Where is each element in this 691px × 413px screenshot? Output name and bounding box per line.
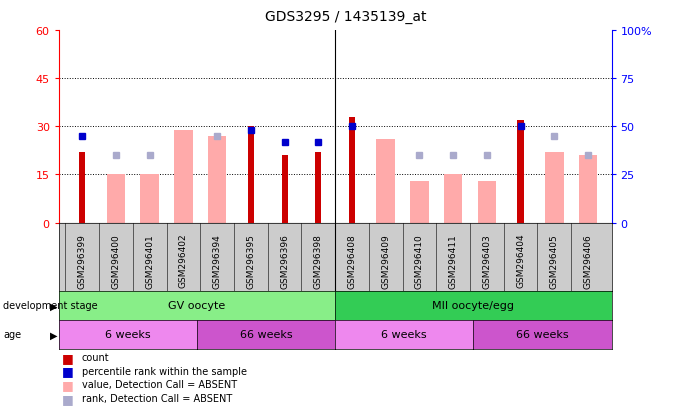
Text: rank, Detection Call = ABSENT: rank, Detection Call = ABSENT bbox=[82, 393, 231, 403]
Text: 66 weeks: 66 weeks bbox=[240, 330, 292, 339]
Text: GSM296394: GSM296394 bbox=[213, 233, 222, 288]
Text: GSM296406: GSM296406 bbox=[583, 233, 592, 288]
Text: percentile rank within the sample: percentile rank within the sample bbox=[82, 366, 247, 376]
Text: ■: ■ bbox=[62, 392, 74, 405]
Bar bbox=[281, 156, 287, 223]
Bar bbox=[377, 140, 395, 223]
Text: GSM296403: GSM296403 bbox=[482, 233, 491, 288]
Text: ▶: ▶ bbox=[50, 301, 57, 311]
Text: ■: ■ bbox=[62, 351, 74, 364]
Text: GSM296410: GSM296410 bbox=[415, 233, 424, 288]
Bar bbox=[545, 152, 563, 223]
Text: ▶: ▶ bbox=[50, 330, 57, 339]
Text: GSM296395: GSM296395 bbox=[247, 233, 256, 288]
Text: 6 weeks: 6 weeks bbox=[381, 330, 427, 339]
Text: ■: ■ bbox=[62, 378, 74, 391]
Text: MII oocyte/egg: MII oocyte/egg bbox=[433, 301, 514, 311]
Bar bbox=[349, 117, 355, 223]
Text: GSM296396: GSM296396 bbox=[280, 233, 289, 288]
Bar bbox=[140, 175, 159, 223]
Bar bbox=[477, 181, 496, 223]
Bar bbox=[208, 137, 227, 223]
Text: GSM296405: GSM296405 bbox=[550, 233, 559, 288]
Text: value, Detection Call = ABSENT: value, Detection Call = ABSENT bbox=[82, 380, 236, 389]
Bar bbox=[578, 156, 597, 223]
Text: GV oocyte: GV oocyte bbox=[169, 301, 225, 311]
Text: GSM296400: GSM296400 bbox=[111, 233, 120, 288]
Bar bbox=[248, 127, 254, 223]
Bar bbox=[410, 181, 428, 223]
Text: count: count bbox=[82, 352, 109, 362]
Text: GSM296398: GSM296398 bbox=[314, 233, 323, 288]
Bar bbox=[79, 152, 86, 223]
Text: GSM296404: GSM296404 bbox=[516, 233, 525, 288]
Bar bbox=[444, 175, 462, 223]
Bar bbox=[174, 130, 193, 223]
Bar bbox=[315, 152, 321, 223]
Text: GDS3295 / 1435139_at: GDS3295 / 1435139_at bbox=[265, 10, 426, 24]
Text: GSM296399: GSM296399 bbox=[78, 233, 87, 288]
Text: GSM296402: GSM296402 bbox=[179, 233, 188, 288]
Text: GSM296409: GSM296409 bbox=[381, 233, 390, 288]
Text: ■: ■ bbox=[62, 364, 74, 377]
Bar bbox=[107, 175, 125, 223]
Text: 6 weeks: 6 weeks bbox=[105, 330, 151, 339]
Text: GSM296411: GSM296411 bbox=[448, 233, 457, 288]
Text: development stage: development stage bbox=[3, 301, 98, 311]
Text: age: age bbox=[3, 330, 21, 339]
Text: GSM296401: GSM296401 bbox=[145, 233, 154, 288]
Bar bbox=[518, 121, 524, 223]
Text: GSM296408: GSM296408 bbox=[348, 233, 357, 288]
Text: 66 weeks: 66 weeks bbox=[516, 330, 569, 339]
